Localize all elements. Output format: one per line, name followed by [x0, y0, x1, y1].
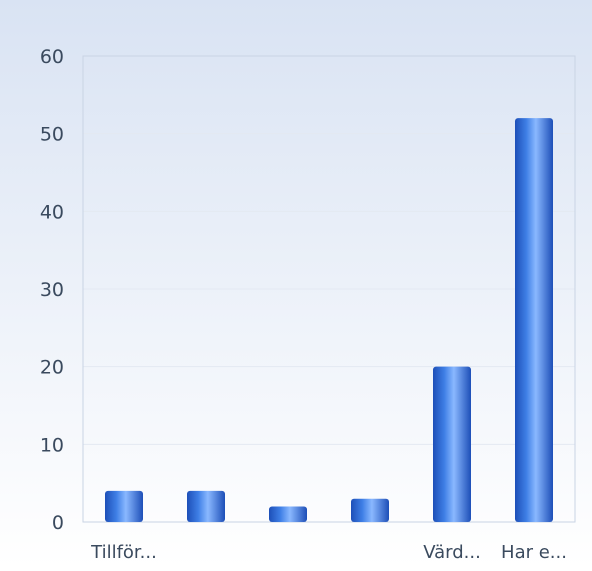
y-tick-label: 60	[40, 46, 64, 68]
y-tick-label: 40	[40, 201, 64, 223]
bar[interactable]	[105, 490, 143, 522]
y-tick-label: 10	[40, 434, 64, 456]
x-axis-ticks: Tillför... Värd... Har e...	[90, 542, 567, 563]
x-tick-label: Tillför...	[90, 542, 157, 563]
bar[interactable]	[187, 490, 225, 522]
y-tick-label: 0	[52, 512, 64, 534]
bar[interactable]	[269, 506, 307, 522]
bar[interactable]	[433, 366, 471, 522]
x-tick-label: Har e...	[501, 542, 567, 563]
bars	[105, 118, 553, 522]
y-axis-ticks: 0 10 20 30 40 50 60	[40, 46, 64, 534]
bar[interactable]	[515, 118, 553, 522]
y-tick-label: 50	[40, 124, 64, 146]
plot-area	[82, 55, 576, 523]
y-tick-label: 20	[40, 357, 64, 379]
x-tick-label: Värd...	[423, 542, 481, 563]
gridlines	[83, 133, 575, 445]
bar[interactable]	[351, 498, 389, 522]
y-tick-label: 30	[40, 279, 64, 301]
